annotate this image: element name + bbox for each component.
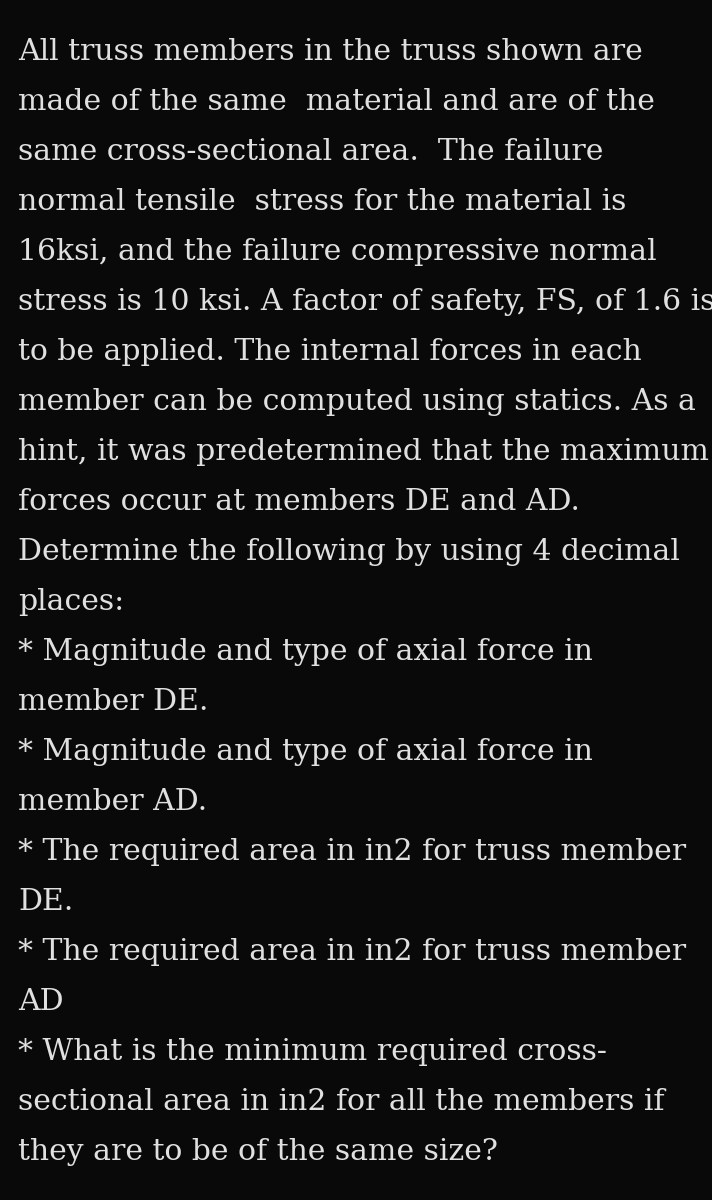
Text: DE.: DE. <box>18 888 73 916</box>
Text: Determine the following by using 4 decimal: Determine the following by using 4 decim… <box>18 538 680 566</box>
Text: sectional area in in2 for all the members if: sectional area in in2 for all the member… <box>18 1088 664 1116</box>
Text: made of the same  material and are of the: made of the same material and are of the <box>18 88 655 116</box>
Text: AD: AD <box>18 988 63 1016</box>
Text: * Magnitude and type of axial force in: * Magnitude and type of axial force in <box>18 638 593 666</box>
Text: member AD.: member AD. <box>18 788 207 816</box>
Text: normal tensile  stress for the material is: normal tensile stress for the material i… <box>18 188 627 216</box>
Text: * What is the minimum required cross-: * What is the minimum required cross- <box>18 1038 607 1066</box>
Text: hint, it was predetermined that the maximum: hint, it was predetermined that the maxi… <box>18 438 709 466</box>
Text: they are to be of the same size?: they are to be of the same size? <box>18 1138 498 1166</box>
Text: stress is 10 ksi. A factor of safety, FS, of 1.6 is: stress is 10 ksi. A factor of safety, FS… <box>18 288 712 316</box>
Text: forces occur at members DE and AD.: forces occur at members DE and AD. <box>18 488 580 516</box>
Text: to be applied. The internal forces in each: to be applied. The internal forces in ea… <box>18 338 642 366</box>
Text: member can be computed using statics. As a: member can be computed using statics. As… <box>18 388 696 416</box>
Text: same cross-sectional area.  The failure: same cross-sectional area. The failure <box>18 138 603 166</box>
Text: All truss members in the truss shown are: All truss members in the truss shown are <box>18 38 643 66</box>
Text: * The required area in in2 for truss member: * The required area in in2 for truss mem… <box>18 938 686 966</box>
Text: member DE.: member DE. <box>18 688 209 716</box>
Text: 16ksi, and the failure compressive normal: 16ksi, and the failure compressive norma… <box>18 238 656 266</box>
Text: * Magnitude and type of axial force in: * Magnitude and type of axial force in <box>18 738 593 766</box>
Text: * The required area in in2 for truss member: * The required area in in2 for truss mem… <box>18 838 686 866</box>
Text: places:: places: <box>18 588 125 616</box>
